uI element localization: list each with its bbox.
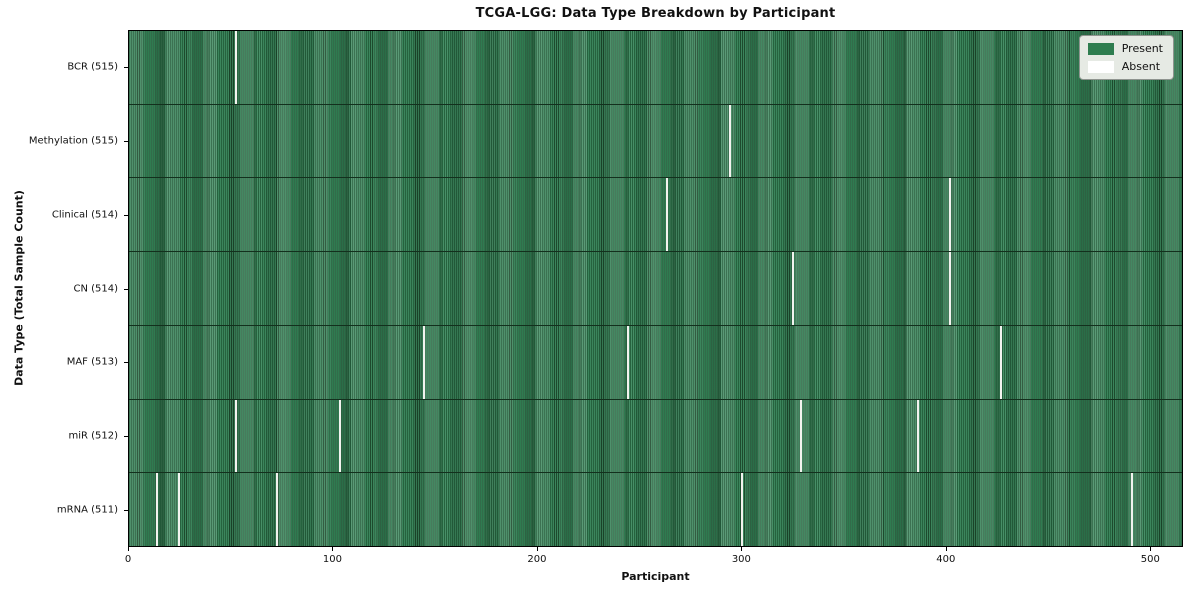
legend-label-absent: Absent bbox=[1121, 60, 1161, 73]
absent-marker bbox=[916, 399, 919, 473]
absent-marker bbox=[235, 399, 238, 473]
absent-marker bbox=[949, 252, 952, 325]
y-tick-mark bbox=[124, 288, 128, 290]
legend-item-present: Present bbox=[1087, 42, 1163, 55]
absent-marker bbox=[422, 325, 425, 399]
chart-title: TCGA-LGG: Data Type Breakdown by Partici… bbox=[475, 6, 836, 21]
absent-marker bbox=[177, 473, 180, 547]
absent-marker bbox=[665, 178, 668, 252]
legend: Present Absent bbox=[1078, 35, 1174, 80]
heatmap-row-cn bbox=[129, 252, 1182, 326]
x-tick-label-200: 200 bbox=[527, 554, 547, 565]
legend-item-absent: Absent bbox=[1087, 60, 1163, 73]
y-tick-label-maf: MAF (513) bbox=[66, 356, 118, 368]
y-tick-label-mrna: mRNA (511) bbox=[56, 504, 118, 516]
absent-marker bbox=[275, 473, 278, 547]
x-tick-label-0: 0 bbox=[124, 554, 132, 565]
absent-marker bbox=[800, 399, 803, 473]
y-tick-mark bbox=[124, 214, 128, 216]
x-tick-mark bbox=[128, 547, 129, 551]
heatmap-row-methylation bbox=[129, 104, 1182, 179]
absent-marker bbox=[626, 325, 629, 399]
y-tick-mark bbox=[124, 140, 128, 142]
heatmap-row-mrna bbox=[129, 473, 1182, 547]
y-tick-mark bbox=[124, 66, 128, 68]
absent-marker bbox=[792, 252, 795, 325]
absent-marker bbox=[1131, 473, 1133, 547]
y-tick-label-cn: CN (514) bbox=[73, 283, 118, 294]
x-tick-mark bbox=[1150, 547, 1152, 551]
x-tick-mark bbox=[741, 547, 743, 551]
absent-marker bbox=[949, 178, 952, 252]
absent-marker bbox=[155, 473, 158, 547]
y-tick-mark bbox=[124, 510, 128, 512]
absent-marker bbox=[339, 399, 342, 473]
heatmap-row-clinical bbox=[129, 178, 1182, 253]
x-axis-label: Participant bbox=[621, 570, 690, 583]
absent-marker bbox=[235, 31, 238, 104]
y-tick-label-mir: miR (512) bbox=[68, 430, 118, 442]
x-tick-label-400: 400 bbox=[936, 554, 956, 565]
y-tick-mark bbox=[124, 436, 128, 438]
x-tick-mark bbox=[332, 547, 334, 551]
absent-marker bbox=[728, 104, 731, 178]
x-tick-label-100: 100 bbox=[322, 554, 342, 565]
heatmap-plot-area bbox=[128, 30, 1183, 547]
y-tick-label-bcr: BCR (515) bbox=[67, 61, 118, 73]
y-tick-label-clinical: Clinical (514) bbox=[51, 209, 118, 221]
legend-label-present: Present bbox=[1121, 42, 1163, 55]
legend-swatch-present-icon bbox=[1087, 42, 1114, 55]
y-tick-mark bbox=[124, 362, 128, 364]
absent-marker bbox=[1000, 325, 1003, 399]
legend-swatch-absent-icon bbox=[1087, 60, 1114, 73]
absent-marker bbox=[741, 473, 744, 547]
x-tick-label-500: 500 bbox=[1140, 554, 1160, 565]
heatmap-row-maf bbox=[129, 325, 1182, 400]
x-tick-label-300: 300 bbox=[731, 554, 751, 565]
y-tick-label-methylation: Methylation (515) bbox=[28, 135, 118, 147]
x-tick-mark bbox=[536, 547, 538, 551]
x-tick-mark bbox=[945, 547, 947, 551]
heatmap-row-bcr bbox=[129, 31, 1182, 105]
heatmap-row-mir bbox=[129, 399, 1182, 474]
